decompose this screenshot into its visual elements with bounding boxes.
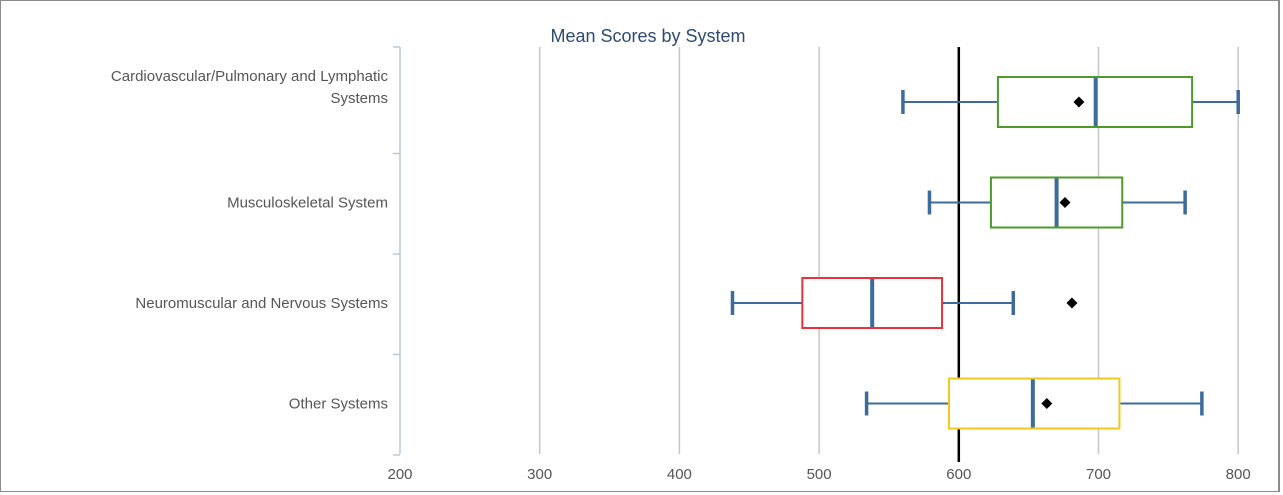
x-tick-label: 300 xyxy=(527,466,552,483)
x-tick-label: 800 xyxy=(1226,466,1251,483)
mean-marker xyxy=(1073,96,1085,108)
boxes xyxy=(730,76,1240,430)
category-label: Cardiovascular/Pulmonary and Lymphatic xyxy=(111,68,389,85)
box-plot-group xyxy=(901,76,1240,128)
x-axis-tick-labels: 200 300 400 500 600 700 800 xyxy=(387,466,1250,483)
category-label: Systems xyxy=(330,90,388,107)
category-label: Neuromuscular and Nervous Systems xyxy=(135,295,388,312)
box-plot-group xyxy=(864,377,1204,430)
x-tick-label: 500 xyxy=(807,466,832,483)
mean-marker xyxy=(1059,197,1071,208)
y-axis xyxy=(393,46,401,456)
box-plot-group xyxy=(927,176,1187,229)
category-label: Musculoskeletal System xyxy=(227,195,388,212)
x-tick-label: 700 xyxy=(1086,466,1111,483)
mean-marker xyxy=(1066,297,1078,309)
chart-title: Mean Scores by System xyxy=(550,26,745,46)
x-tick-label: 200 xyxy=(387,466,412,483)
x-tick-label: 600 xyxy=(946,466,971,483)
mean-marker xyxy=(1041,398,1053,409)
category-labels: Cardiovascular/Pulmonary and Lymphatic Sy… xyxy=(111,68,389,413)
box-plot-group xyxy=(730,277,1078,329)
category-label: Other Systems xyxy=(289,396,388,413)
x-tick-label: 400 xyxy=(667,466,692,483)
